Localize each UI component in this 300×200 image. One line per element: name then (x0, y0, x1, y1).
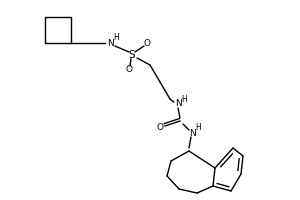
Text: O: O (125, 66, 133, 74)
Text: O: O (143, 38, 151, 47)
Text: H: H (113, 33, 119, 43)
Text: N: N (106, 38, 113, 47)
Text: N: N (175, 99, 182, 108)
Text: N: N (189, 129, 195, 138)
Text: S: S (129, 50, 135, 60)
Text: H: H (195, 123, 201, 132)
Text: O: O (157, 123, 164, 132)
Text: H: H (181, 95, 187, 104)
